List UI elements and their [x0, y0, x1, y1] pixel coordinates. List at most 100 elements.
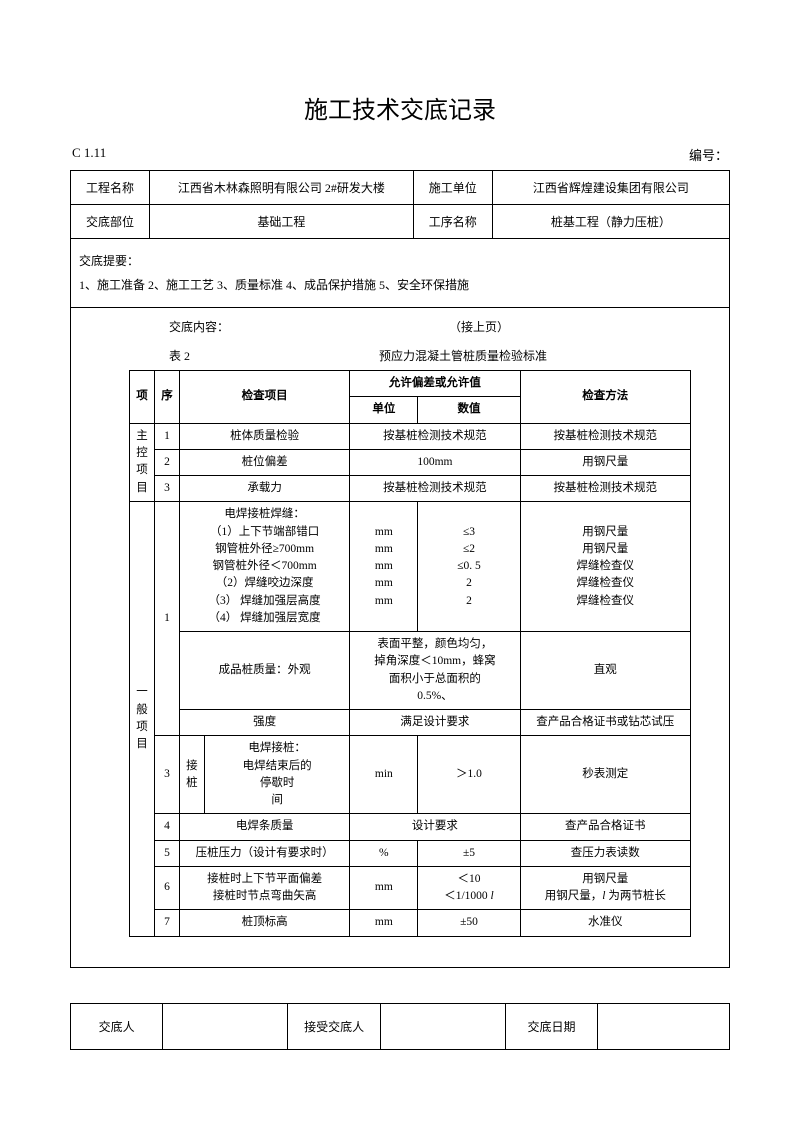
- value: ＜10＜1/1000 l: [418, 866, 520, 910]
- unit: min: [350, 736, 418, 814]
- method: 用钢尺量: [520, 449, 690, 475]
- footer-date-label: 交底日期: [505, 1003, 597, 1049]
- footer-presenter-label: 交底人: [71, 1003, 163, 1049]
- table-row: 成品桩质量：外观 表面平整，颜色均匀，掉角深度＜10mm，蜂窝面积小于总面积的0…: [130, 632, 691, 710]
- location: 基础工程: [150, 205, 414, 239]
- th-tolerance: 允许偏差或允许值: [350, 371, 520, 397]
- seq: 1: [154, 423, 179, 449]
- footer-date-value: [598, 1003, 730, 1049]
- continued-label: （接上页）: [449, 318, 509, 335]
- value: ≤3≤2≤0. 522: [418, 502, 520, 632]
- table-row: 7 桩顶标高 mm ±50 水准仪: [130, 910, 691, 936]
- sub-category: 接桩: [179, 736, 204, 814]
- category-main: 主控项目: [130, 423, 155, 502]
- page-title: 施工技术交底记录: [70, 90, 730, 125]
- item: 电焊接桩：电焊结束后的 停歇时 间: [204, 736, 349, 814]
- header-row-2: 交底部位 基础工程 工序名称 桩基工程（静力压桩）: [71, 205, 730, 239]
- th-unit: 单位: [350, 397, 418, 423]
- seq: 2: [154, 449, 179, 475]
- table-row: 3 承载力 按基桩检测技术规范 按基桩检测技术规范: [130, 476, 691, 502]
- table-row: 2 桩位偏差 100mm 用钢尺量: [130, 449, 691, 475]
- seq: 3: [154, 736, 179, 814]
- th-item: 检查项目: [179, 371, 349, 424]
- footer-receiver-label: 接受交底人: [288, 1003, 380, 1049]
- summary-text: 1、施工准备 2、施工工艺 3、质量标准 4、成品保护措施 5、安全环保措施: [79, 273, 721, 297]
- unit: mmmmmmmmmm: [350, 502, 418, 632]
- table-row: 主控项目 1 桩体质量检验 按基桩检测技术规范 按基桩检测技术规范: [130, 423, 691, 449]
- footer-row: 交底人 接受交底人 交底日期: [71, 1003, 730, 1049]
- item: 电焊条质量: [179, 814, 349, 840]
- seq: 5: [154, 840, 179, 866]
- tolerance: 设计要求: [350, 814, 520, 840]
- value: ＞1.0: [418, 736, 520, 814]
- item: 成品桩质量：外观: [179, 632, 349, 710]
- summary-label: 交底提要：: [79, 249, 721, 273]
- item: 电焊接桩焊缝：（1）上下节端部错口钢管桩外径≥700mm钢管桩外径＜700mm（…: [179, 502, 349, 632]
- method: 用钢尺量用钢尺量，l 为两节桩长: [520, 866, 690, 910]
- header-row-1: 工程名称 江西省木林森照明有限公司 2#研发大楼 施工单位 江西省辉煌建设集团有…: [71, 171, 730, 205]
- method: 水准仪: [520, 910, 690, 936]
- table-number: 表 2: [169, 347, 379, 364]
- construction-unit-label: 施工单位: [413, 171, 492, 205]
- project-name-label: 工程名称: [71, 171, 150, 205]
- seq: 7: [154, 910, 179, 936]
- th-value: 数值: [418, 397, 520, 423]
- method: 查产品合格证书或钻芯试压: [520, 710, 690, 736]
- item: 承载力: [179, 476, 349, 502]
- value: ±5: [418, 840, 520, 866]
- method: 查压力表读数: [520, 840, 690, 866]
- seq: 1: [154, 502, 179, 736]
- content-label: 交底内容：: [169, 318, 449, 335]
- item: 桩体质量检验: [179, 423, 349, 449]
- method: 秒表测定: [520, 736, 690, 814]
- table-row: 5 压桩压力（设计有要求时） % ±5 查压力表读数: [130, 840, 691, 866]
- construction-unit: 江西省辉煌建设集团有限公司: [492, 171, 729, 205]
- item: 桩顶标高: [179, 910, 349, 936]
- tolerance: 按基桩检测技术规范: [350, 476, 520, 502]
- th-method: 检查方法: [520, 371, 690, 424]
- seq: 6: [154, 866, 179, 910]
- table-row: 6 接桩时上下节平面偏差接桩时节点弯曲矢高 mm ＜10＜1/1000 l 用钢…: [130, 866, 691, 910]
- table-row: 3 接桩 电焊接桩：电焊结束后的 停歇时 间 min ＞1.0 秒表测定: [130, 736, 691, 814]
- serial-number-label: 编号：: [689, 145, 728, 164]
- project-name: 江西省木林森照明有限公司 2#研发大楼: [150, 171, 414, 205]
- meta-row: C 1.11 编号：: [70, 145, 730, 164]
- table-title: 预应力混凝土管桩质量检验标准: [379, 347, 547, 364]
- table-header-row-1: 项 序 检查项目 允许偏差或允许值 检查方法: [130, 371, 691, 397]
- method: 查产品合格证书: [520, 814, 690, 840]
- form-code: C 1.11: [72, 145, 106, 164]
- table-row: 一般项目 1 电焊接桩焊缝：（1）上下节端部错口钢管桩外径≥700mm钢管桩外径…: [130, 502, 691, 632]
- method: 用钢尺量用钢尺量焊缝检查仪焊缝检查仪焊缝检查仪: [520, 502, 690, 632]
- item: 桩位偏差: [179, 449, 349, 475]
- footer-presenter-value: [163, 1003, 288, 1049]
- unit: mm: [350, 866, 418, 910]
- footer-table: 交底人 接受交底人 交底日期: [70, 1003, 730, 1050]
- item: 强度: [179, 710, 349, 736]
- method: 直观: [520, 632, 690, 710]
- location-label: 交底部位: [71, 205, 150, 239]
- proc-name: 桩基工程（静力压桩）: [492, 205, 729, 239]
- main-form-table: 工程名称 江西省木林森照明有限公司 2#研发大楼 施工单位 江西省辉煌建设集团有…: [70, 170, 730, 968]
- value: ±50: [418, 910, 520, 936]
- tolerance: 满足设计要求: [350, 710, 520, 736]
- table-row: 4 电焊条质量 设计要求 查产品合格证书: [130, 814, 691, 840]
- unit: mm: [350, 910, 418, 936]
- item: 压桩压力（设计有要求时）: [179, 840, 349, 866]
- method: 按基桩检测技术规范: [520, 476, 690, 502]
- seq: 3: [154, 476, 179, 502]
- tolerance: 按基桩检测技术规范: [350, 423, 520, 449]
- seq: 4: [154, 814, 179, 840]
- content-row: 交底内容： （接上页） 表 2 预应力混凝土管桩质量检验标准 项 序 检查项目 …: [71, 308, 730, 968]
- method: 按基桩检测技术规范: [520, 423, 690, 449]
- proc-name-label: 工序名称: [413, 205, 492, 239]
- category-general: 一般项目: [130, 502, 155, 936]
- footer-receiver-value: [380, 1003, 505, 1049]
- summary-row: 交底提要： 1、施工准备 2、施工工艺 3、质量标准 4、成品保护措施 5、安全…: [71, 239, 730, 308]
- item: 接桩时上下节平面偏差接桩时节点弯曲矢高: [179, 866, 349, 910]
- tolerance: 表面平整，颜色均匀，掉角深度＜10mm，蜂窝面积小于总面积的0.5%、: [350, 632, 520, 710]
- table-row: 强度 满足设计要求 查产品合格证书或钻芯试压: [130, 710, 691, 736]
- tolerance: 100mm: [350, 449, 520, 475]
- inspection-table: 项 序 检查项目 允许偏差或允许值 检查方法 单位 数值 主控项目 1: [129, 370, 691, 937]
- th-sequence: 序: [154, 371, 179, 424]
- unit: %: [350, 840, 418, 866]
